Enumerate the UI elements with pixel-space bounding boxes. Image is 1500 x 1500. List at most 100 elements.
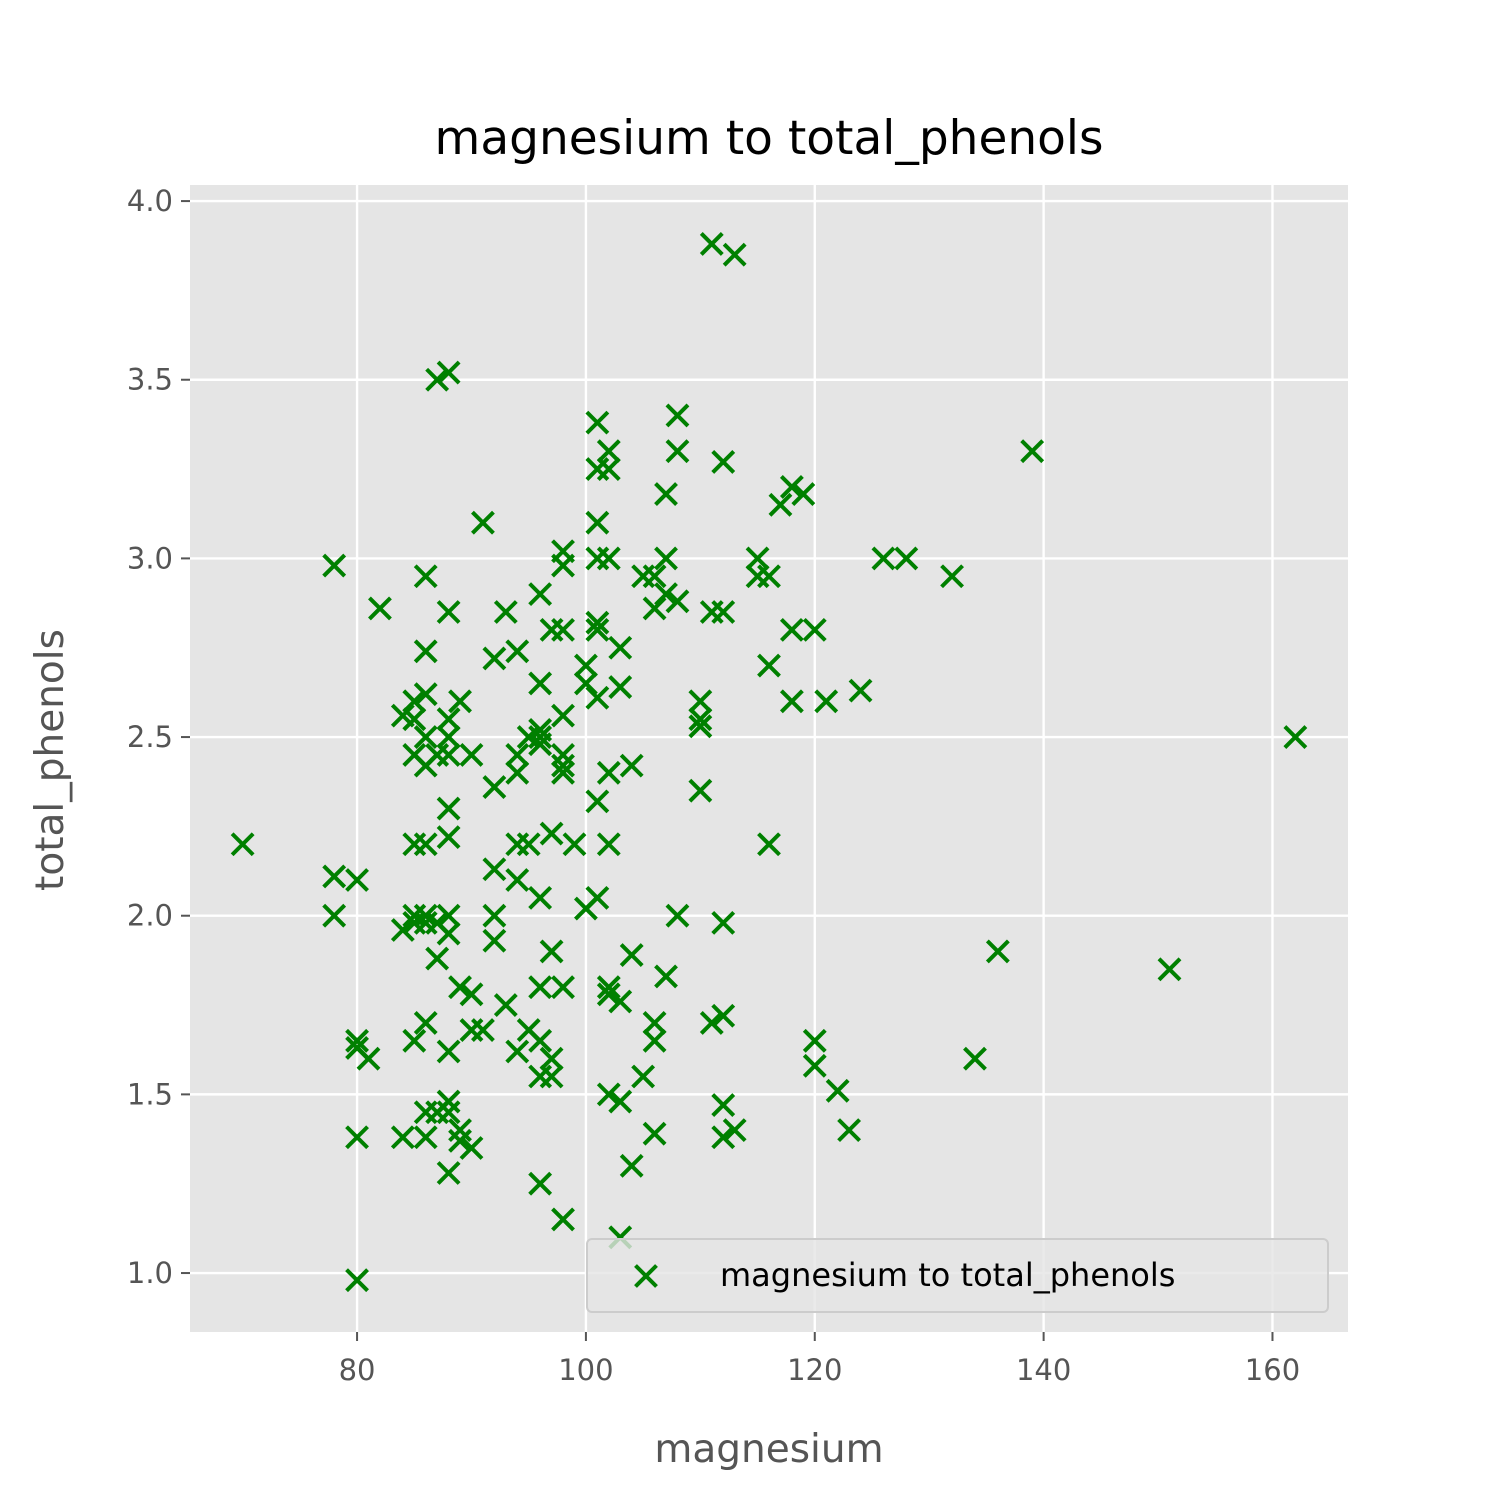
- data-point: [505, 639, 530, 664]
- data-point: [505, 868, 530, 892]
- data-point: [551, 703, 575, 728]
- y-tick-label: 1.5: [127, 1077, 173, 1111]
- data-point: [505, 743, 530, 767]
- data-point: [551, 760, 575, 785]
- data-point: [688, 689, 713, 714]
- data-point: [459, 743, 484, 767]
- data-point: [654, 546, 678, 571]
- y-axis-ticks: 1.0 1.5 2.0 2.5 3.0 3.5 4.0: [127, 184, 190, 1290]
- data-point: [516, 832, 541, 857]
- data-point: [448, 689, 472, 714]
- data-point: [459, 982, 484, 1007]
- data-point: [448, 975, 472, 1000]
- data-point: [757, 564, 781, 589]
- data-point: [596, 982, 621, 1007]
- data-point: [482, 857, 507, 882]
- data-points: [230, 232, 1308, 1293]
- data-point: [551, 617, 575, 642]
- data-point: [574, 653, 598, 678]
- data-point: [665, 589, 690, 614]
- data-point: [825, 1078, 850, 1103]
- data-point: [619, 1153, 644, 1178]
- legend-entry-label: magnesium to total_phenols: [720, 1256, 1175, 1294]
- data-point: [608, 1089, 633, 1114]
- data-point: [608, 635, 633, 660]
- data-point: [551, 553, 575, 578]
- data-point: [436, 1100, 461, 1125]
- x-tick-label: 140: [1016, 1353, 1071, 1387]
- chart-title: magnesium to total_phenols: [435, 111, 1104, 166]
- data-point: [688, 714, 713, 739]
- data-point: [585, 610, 610, 635]
- legend: magnesium to total_phenols: [586, 1238, 1329, 1313]
- data-point: [539, 821, 564, 846]
- data-point: [608, 675, 633, 699]
- data-point: [711, 1093, 736, 1118]
- data-point: [802, 1028, 827, 1053]
- data-point: [539, 939, 564, 964]
- data-point: [528, 975, 553, 1000]
- data-point: [757, 832, 781, 857]
- data-point: [356, 1046, 381, 1071]
- data-point: [596, 457, 621, 481]
- data-point: [368, 596, 392, 621]
- data-point: [551, 753, 575, 778]
- data-point: [711, 450, 736, 474]
- data-point: [1283, 725, 1308, 749]
- data-point: [413, 1011, 438, 1035]
- data-point: [894, 546, 919, 571]
- data-point: [482, 646, 507, 671]
- data-point: [390, 918, 415, 942]
- data-point: [528, 1171, 553, 1196]
- data-point: [528, 671, 553, 696]
- data-point: [642, 564, 667, 589]
- data-point: [345, 1268, 369, 1293]
- data-point: [654, 582, 678, 607]
- x-tick-label: 120: [787, 1353, 842, 1387]
- data-point: [322, 553, 347, 578]
- data-point: [562, 832, 587, 857]
- data-point: [436, 707, 461, 732]
- y-tick-label: 2.0: [127, 899, 173, 933]
- data-point: [413, 753, 438, 778]
- data-point: [711, 1003, 736, 1028]
- data-point: [230, 832, 255, 857]
- data-point: [757, 653, 781, 678]
- data-point: [745, 546, 770, 571]
- data-point: [551, 1207, 575, 1232]
- x-tick-label: 80: [339, 1353, 376, 1387]
- y-tick-label: 4.0: [127, 184, 173, 218]
- y-tick-label: 2.5: [127, 720, 173, 754]
- data-point: [665, 903, 690, 928]
- data-point: [413, 725, 438, 749]
- data-point: [722, 1118, 747, 1143]
- data-point: [688, 778, 713, 803]
- data-point: [608, 989, 633, 1014]
- data-point: [436, 1089, 461, 1114]
- data-point: [585, 685, 610, 710]
- data-point: [779, 475, 804, 499]
- data-point: [345, 1125, 369, 1150]
- data-point: [413, 832, 438, 857]
- data-point: [837, 1118, 862, 1143]
- data-point: [551, 743, 575, 767]
- data-point: [779, 617, 804, 642]
- data-point: [654, 964, 678, 989]
- data-point: [436, 743, 461, 767]
- data-point: [528, 732, 553, 757]
- data-point: [413, 564, 438, 589]
- data-point: [448, 1128, 472, 1153]
- data-point: [528, 725, 553, 749]
- data-point: [413, 1125, 438, 1150]
- data-point: [402, 689, 427, 714]
- x-tick-label: 160: [1245, 1353, 1300, 1387]
- data-point: [436, 903, 461, 928]
- data-point: [596, 832, 621, 857]
- data-point: [596, 760, 621, 785]
- data-point: [482, 903, 507, 928]
- data-point: [425, 367, 450, 392]
- data-point: [985, 939, 1010, 964]
- data-point: [699, 232, 724, 256]
- data-point: [1020, 439, 1045, 464]
- data-point: [654, 482, 678, 506]
